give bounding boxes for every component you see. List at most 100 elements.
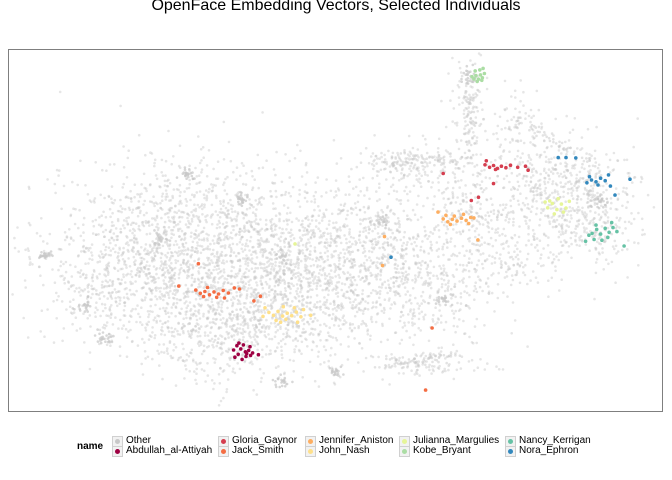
data-point-other: [316, 281, 320, 285]
data-point-other: [516, 188, 519, 191]
data-point-other: [489, 160, 493, 164]
data-point-other: [374, 289, 377, 293]
data-point-other: [97, 233, 100, 236]
data-point-other: [160, 328, 163, 332]
data-point-other: [417, 235, 420, 238]
data-point-other: [250, 169, 254, 173]
data-point-other: [363, 194, 366, 197]
data-point-other: [575, 173, 579, 177]
data-point-other: [178, 298, 181, 302]
data-point-other: [562, 195, 565, 199]
data-point-other: [339, 229, 342, 232]
data-point-other: [380, 151, 383, 155]
data-point-other: [259, 380, 263, 384]
data-point-other: [256, 239, 260, 242]
data-point-other: [463, 290, 466, 293]
data-point-other: [465, 291, 469, 295]
data-point-other: [262, 372, 266, 375]
data-point-other: [271, 229, 274, 233]
data-point-other: [255, 284, 259, 287]
data-point-other: [332, 250, 336, 253]
data-point-other: [380, 208, 383, 212]
data-point-other: [207, 311, 211, 314]
data-point-other: [297, 279, 301, 282]
data-point-other: [301, 299, 304, 302]
data-point-other: [208, 321, 212, 324]
data-point-other: [197, 285, 200, 289]
data-point-other: [39, 274, 42, 278]
data-point-other: [436, 151, 440, 154]
data-point-other: [280, 293, 283, 297]
data-point-other: [226, 363, 229, 366]
data-point-other: [187, 332, 191, 336]
data-point-other: [151, 331, 154, 334]
data-point-other: [413, 314, 417, 318]
data-point-other: [249, 295, 253, 299]
data-point-other: [358, 265, 361, 268]
data-point-other: [326, 255, 330, 258]
data-point-other: [414, 277, 417, 280]
data-point-other: [300, 175, 304, 178]
data-point-other: [139, 262, 143, 265]
data-point-other: [265, 227, 269, 231]
data-point-other: [119, 230, 122, 234]
data-point-other: [270, 223, 274, 227]
data-point-other: [310, 219, 314, 222]
data-point-other: [274, 264, 277, 267]
data-point-other: [290, 282, 294, 286]
data-point-other: [572, 164, 576, 167]
data-point-other: [169, 206, 172, 210]
data-point-other: [103, 235, 106, 238]
data-point-other: [257, 198, 261, 201]
data-point-other: [160, 216, 163, 220]
data-point-other: [485, 87, 489, 91]
data-point-other: [299, 311, 302, 315]
data-point-other: [183, 301, 186, 305]
data-point-other: [112, 232, 116, 235]
data-point-other: [569, 187, 572, 191]
data-point-other: [114, 300, 118, 303]
data-point-other: [241, 257, 245, 260]
data-point-other: [412, 237, 415, 240]
data-point-other: [248, 258, 252, 262]
data-point-other: [68, 305, 72, 309]
data-point-other: [577, 223, 580, 226]
data-point-other: [244, 260, 248, 263]
data-point-other: [298, 350, 301, 353]
data-point-other: [419, 248, 422, 252]
data-point-other: [283, 245, 287, 249]
data-point-other: [382, 254, 386, 258]
data-point-other: [395, 238, 399, 242]
chart-title: OpenFace Embedding Vectors, Selected Ind…: [151, 0, 521, 14]
data-point-other: [315, 344, 319, 348]
data-point-other: [419, 185, 423, 188]
data-point-other: [284, 335, 288, 339]
data-point-other: [313, 312, 316, 316]
data-point-other: [386, 279, 390, 282]
data-point-other: [161, 294, 164, 298]
data-point-other: [390, 155, 394, 158]
data-point-other: [184, 223, 188, 226]
data-point-other: [222, 262, 226, 265]
data-point-other: [376, 213, 380, 217]
data-point-other: [220, 254, 224, 257]
data-point-other: [594, 161, 598, 164]
data-point-other: [442, 197, 446, 200]
data-point-other: [544, 171, 548, 175]
data-point-other: [293, 157, 297, 160]
data-point-other: [217, 242, 221, 245]
data-point-other: [236, 315, 240, 318]
data-point-other: [255, 393, 259, 396]
data-point-other: [42, 249, 46, 253]
data-point-other: [235, 315, 238, 319]
data-point-other: [244, 244, 247, 248]
data-point-other: [139, 256, 142, 260]
data-point-other: [83, 341, 86, 344]
data-point-other: [406, 192, 409, 196]
data-point-other: [348, 193, 351, 196]
data-point-other: [383, 280, 387, 284]
data-point-other: [382, 306, 386, 310]
data-point-other: [180, 327, 184, 331]
data-point-other: [177, 276, 181, 280]
data-point-other: [175, 211, 179, 215]
